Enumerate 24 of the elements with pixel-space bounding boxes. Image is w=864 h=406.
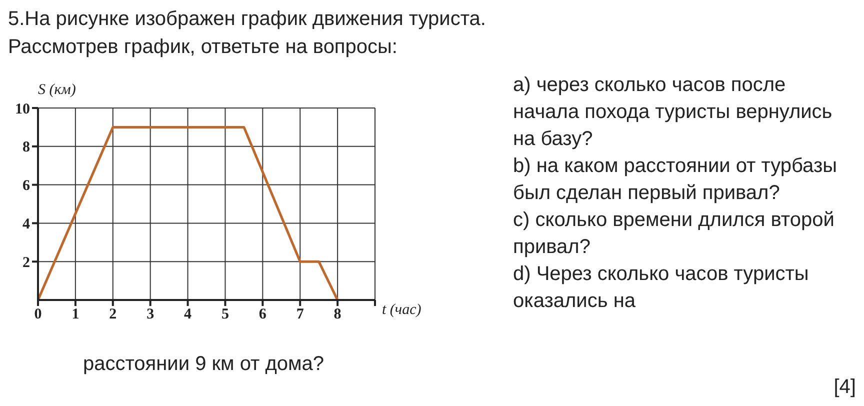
text: c) сколько времени длился второй привал?	[513, 208, 836, 260]
text: a) через сколько часов после начала похода туристы вернулись на базу?	[513, 73, 834, 152]
chart-title: 5.На рисунке изображен график движения туриста.	[8, 8, 486, 31]
text: [4]	[834, 376, 856, 399]
x-tick-label: 5	[221, 306, 229, 323]
x-tick-label: 6	[258, 306, 267, 323]
y-tick-label: 6	[22, 178, 30, 194]
x-axis-title: t (час)	[382, 302, 422, 319]
x-tick-label: 4	[184, 306, 192, 323]
text: d) Через сколько часов туристы оказались на	[513, 262, 810, 314]
y-tick-label: 2	[22, 254, 30, 271]
text: b) на каком расстоянии от турбазы был сделан первый привал?	[513, 154, 838, 206]
y-tick-label: 4	[22, 216, 30, 233]
x-tick-label: 7	[296, 306, 304, 323]
x-tick-label: 1	[72, 306, 80, 323]
chart-subtitle: Рассмотрев график, ответьте на вопросы:	[8, 36, 398, 59]
x-tick-label: 2	[109, 306, 117, 323]
x-tick-label: 3	[146, 306, 154, 323]
x-tick-label: 0	[34, 306, 42, 323]
y-tick-label: 10	[15, 101, 30, 118]
text: расстоянии 9 км от дома?	[83, 353, 324, 376]
x-tick-label: 8	[334, 306, 342, 323]
y-tick-label: 8	[22, 140, 30, 156]
y-axis-title: S (км)	[38, 82, 76, 99]
